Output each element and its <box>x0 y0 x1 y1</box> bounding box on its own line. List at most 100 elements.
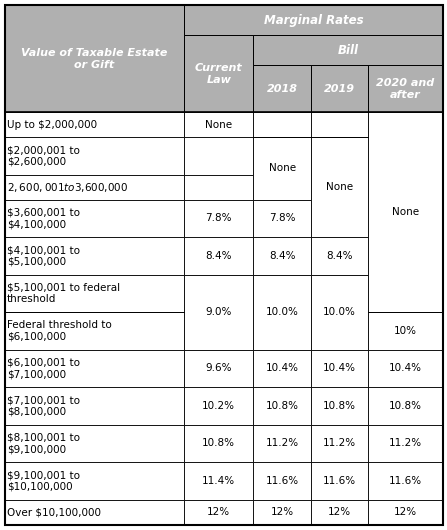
Text: 11.2%: 11.2% <box>266 438 299 448</box>
Text: 10.0%: 10.0% <box>266 307 299 317</box>
Bar <box>368 500 443 525</box>
Bar <box>184 425 253 462</box>
Bar <box>311 500 368 525</box>
Text: 2018: 2018 <box>267 84 298 94</box>
Text: 8.4%: 8.4% <box>269 251 295 261</box>
Bar <box>4 312 184 350</box>
Text: Up to $2,000,000: Up to $2,000,000 <box>7 120 97 130</box>
Bar <box>368 112 443 312</box>
Text: 8.4%: 8.4% <box>206 251 232 261</box>
Text: Over $10,100,000: Over $10,100,000 <box>7 507 101 517</box>
Bar <box>253 425 311 462</box>
Text: 11.2%: 11.2% <box>323 438 356 448</box>
Bar <box>184 112 253 137</box>
Bar <box>184 137 253 175</box>
Text: 11.6%: 11.6% <box>389 476 422 486</box>
Bar <box>4 175 184 200</box>
Text: 7.8%: 7.8% <box>206 214 232 224</box>
Bar <box>184 275 253 312</box>
Bar <box>368 175 443 200</box>
Text: Bill: Bill <box>337 44 358 57</box>
Text: 2020 and
after: 2020 and after <box>376 78 434 100</box>
Bar <box>311 425 368 462</box>
Bar <box>311 65 368 112</box>
Text: $2,600,001 to $3,600,000: $2,600,001 to $3,600,000 <box>7 181 128 193</box>
Text: $7,100,001 to
$8,100,000: $7,100,001 to $8,100,000 <box>7 395 80 417</box>
Bar <box>368 200 443 237</box>
Bar <box>253 137 311 175</box>
Bar <box>253 350 311 387</box>
Text: 11.6%: 11.6% <box>323 476 356 486</box>
Bar <box>311 237 368 275</box>
Bar <box>4 500 184 525</box>
Text: 12%: 12% <box>328 507 351 517</box>
Bar <box>184 175 253 200</box>
Text: 10.8%: 10.8% <box>202 438 235 448</box>
Bar <box>368 462 443 500</box>
Bar <box>4 112 184 137</box>
Bar <box>184 200 253 237</box>
Bar <box>253 275 311 350</box>
Bar <box>368 137 443 175</box>
Text: $8,100,001 to
$9,100,000: $8,100,001 to $9,100,000 <box>7 432 80 454</box>
Bar <box>184 350 253 387</box>
Bar <box>184 5 443 36</box>
Text: None: None <box>205 120 232 130</box>
Bar <box>184 462 253 500</box>
Text: 10.8%: 10.8% <box>323 401 356 411</box>
Bar <box>253 462 311 500</box>
Bar <box>311 112 368 137</box>
Bar <box>4 5 184 112</box>
Text: 10.4%: 10.4% <box>389 364 422 374</box>
Bar <box>368 387 443 425</box>
Text: 8.4%: 8.4% <box>326 251 353 261</box>
Bar <box>253 137 311 200</box>
Bar <box>184 387 253 425</box>
Text: 12%: 12% <box>270 507 294 517</box>
Bar <box>311 312 368 350</box>
Text: 11.6%: 11.6% <box>266 476 299 486</box>
Text: 9.6%: 9.6% <box>206 364 232 374</box>
Bar <box>184 36 253 112</box>
Bar <box>4 275 184 312</box>
Bar <box>253 387 311 425</box>
Bar <box>311 387 368 425</box>
Text: $3,600,001 to
$4,100,000: $3,600,001 to $4,100,000 <box>7 208 80 229</box>
Bar <box>4 237 184 275</box>
Bar <box>368 425 443 462</box>
Bar <box>4 350 184 387</box>
Text: 9.0%: 9.0% <box>206 307 232 317</box>
Bar <box>311 175 368 200</box>
Bar <box>4 387 184 425</box>
Bar <box>184 500 253 525</box>
Text: 10.8%: 10.8% <box>266 401 299 411</box>
Bar <box>253 65 311 112</box>
Bar <box>368 275 443 312</box>
Text: Federal threshold to
$6,100,000: Federal threshold to $6,100,000 <box>7 320 112 342</box>
Bar <box>253 275 311 312</box>
Text: 11.2%: 11.2% <box>389 438 422 448</box>
Bar <box>253 312 311 350</box>
Bar <box>311 200 368 237</box>
Text: 10.2%: 10.2% <box>202 401 235 411</box>
Text: 10.8%: 10.8% <box>389 401 422 411</box>
Text: Current
Law: Current Law <box>195 63 243 85</box>
Text: $6,100,001 to
$7,100,000: $6,100,001 to $7,100,000 <box>7 358 80 379</box>
Bar <box>368 237 443 275</box>
Text: 10.4%: 10.4% <box>323 364 356 374</box>
Bar <box>4 200 184 237</box>
Text: 2019: 2019 <box>324 84 355 94</box>
Text: 10.4%: 10.4% <box>266 364 299 374</box>
Text: $9,100,001 to
$10,100,000: $9,100,001 to $10,100,000 <box>7 470 80 492</box>
Text: None: None <box>269 163 296 173</box>
Bar <box>184 237 253 275</box>
Text: 12%: 12% <box>394 507 417 517</box>
Text: 11.4%: 11.4% <box>202 476 236 486</box>
Text: None: None <box>326 182 353 192</box>
Bar <box>253 175 311 200</box>
Bar <box>368 350 443 387</box>
Text: 10%: 10% <box>394 326 417 336</box>
Bar <box>4 425 184 462</box>
Bar <box>253 237 311 275</box>
Text: None: None <box>392 207 419 217</box>
